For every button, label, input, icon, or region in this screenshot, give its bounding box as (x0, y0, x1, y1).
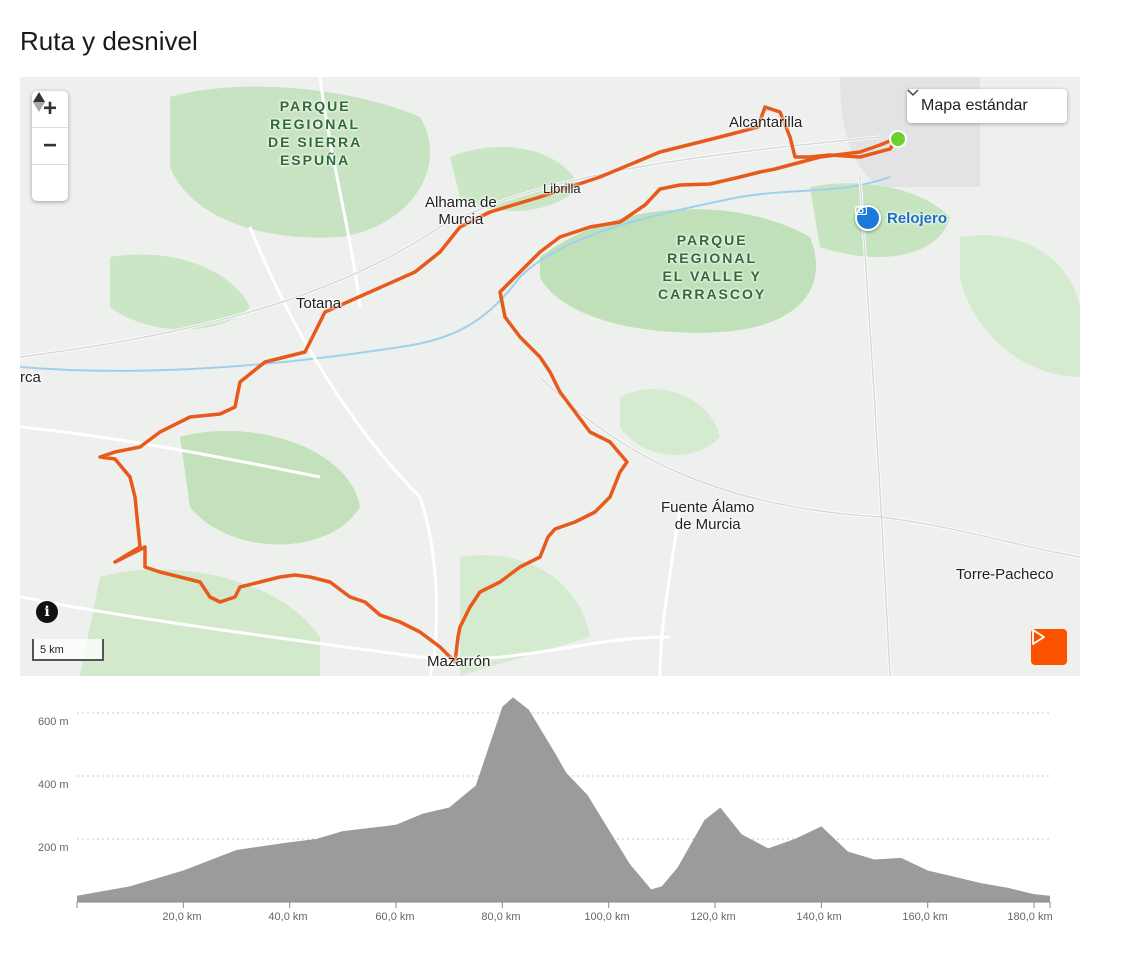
x-tick-label: 40,0 km (268, 911, 308, 923)
map-type-select[interactable]: Mapa estándar (907, 89, 1067, 123)
park-label-carrascoy: PARQUE REGIONAL EL VALLE Y CARRASCOY (658, 232, 767, 302)
y-tick-label: 200 m (38, 842, 69, 854)
map-type-label: Mapa estándar (921, 97, 1028, 114)
map-canvas (20, 77, 1080, 676)
zoom-in-button[interactable]: + (32, 91, 68, 128)
place-label-alhama: Alhama de Murcia (425, 194, 497, 228)
x-tick-label: 100,0 km (584, 911, 630, 923)
zoom-out-button[interactable]: − (32, 128, 68, 165)
x-tick-label: 60,0 km (375, 911, 415, 923)
scale-bar: 5 km (32, 639, 104, 661)
place-label-fuente-alamo: Fuente Álamo de Murcia (661, 499, 755, 533)
place-label-librilla: Librilla (543, 181, 581, 196)
place-label-mazarron: Mazarrón (427, 653, 491, 670)
park-label-espuna: PARQUE REGIONAL DE SIERRA ESPUÑA (268, 98, 363, 168)
chevron-down-icon (907, 89, 919, 97)
page-title: Ruta y desnivel (20, 26, 198, 56)
place-label-torre-pacheco: Torre-Pacheco (956, 566, 1054, 583)
route-line (98, 105, 899, 664)
poi-marker[interactable]: Relojero (855, 205, 947, 231)
compass-icon (33, 92, 45, 112)
x-tick-label: 80,0 km (481, 911, 521, 923)
camera-icon (855, 205, 881, 231)
poi-name: Relojero (887, 209, 948, 227)
x-tick-label: 120,0 km (690, 911, 736, 923)
place-label-totana: Totana (296, 295, 342, 312)
x-tick-label: 160,0 km (902, 911, 948, 923)
place-label-lorca: rca (20, 369, 41, 386)
place-label-alcantarilla: Alcantarilla (729, 114, 803, 131)
y-tick-label: 400 m (38, 779, 69, 791)
start-marker (889, 130, 907, 148)
elevation-svg (76, 697, 1051, 908)
x-tick-label: 20,0 km (162, 911, 202, 923)
route-map[interactable]: + − Mapa estándar PARQUE REGIONAL DE SIERR… (20, 77, 1080, 676)
elevation-chart[interactable]: 600 m 400 m 200 m 20,0 km 40,0 km 60,0 k… (20, 688, 1080, 928)
play-flyover-button[interactable] (1031, 629, 1067, 665)
info-button[interactable]: i (36, 601, 58, 623)
play-icon (1032, 629, 1045, 645)
y-tick-label: 600 m (38, 716, 69, 728)
x-tick-label: 180,0 km (1007, 911, 1053, 923)
x-tick-label: 140,0 km (796, 911, 842, 923)
compass-button[interactable] (32, 92, 68, 201)
elevation-area (77, 697, 1050, 902)
zoom-controls: + − (32, 91, 68, 201)
